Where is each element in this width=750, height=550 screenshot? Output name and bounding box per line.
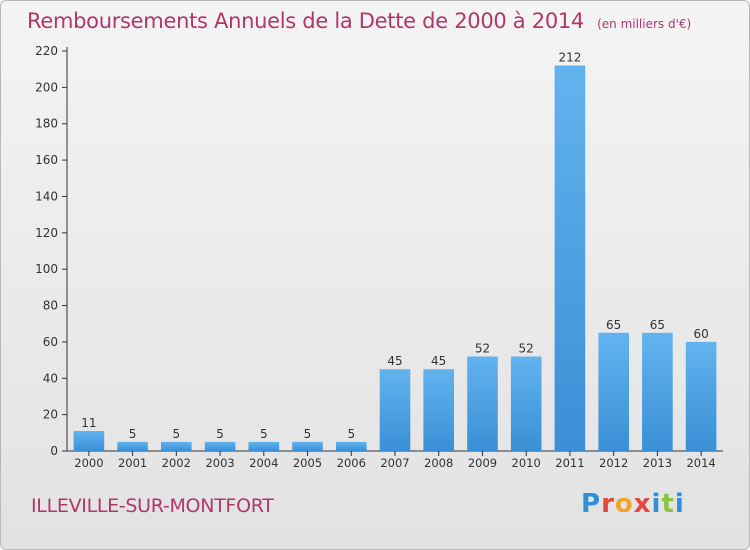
bar xyxy=(161,441,192,451)
x-tick-label: 2000 xyxy=(74,456,103,470)
x-tick-label: 2006 xyxy=(337,456,366,470)
bar xyxy=(336,441,367,451)
y-tick-label: 140 xyxy=(35,189,58,203)
bar xyxy=(379,369,411,451)
x-tick-label: 2004 xyxy=(249,456,278,470)
bar xyxy=(248,441,280,451)
bar xyxy=(554,65,586,451)
bar xyxy=(204,441,236,451)
y-tick-label: 200 xyxy=(35,80,58,94)
bar xyxy=(467,356,498,451)
y-tick-label: 220 xyxy=(35,44,58,58)
bar-value-label: 45 xyxy=(431,354,446,368)
bar-value-label: 5 xyxy=(260,427,268,441)
bar-value-label: 60 xyxy=(693,327,708,341)
logo-letter: P xyxy=(581,489,602,519)
chart-subtitle: (en milliers d'€) xyxy=(597,17,692,31)
y-tick-label: 80 xyxy=(43,299,58,313)
logo-letter: i xyxy=(674,489,685,519)
y-tick-label: 60 xyxy=(43,335,58,349)
y-tick-label: 160 xyxy=(35,153,58,167)
logo-letter: t xyxy=(661,489,675,519)
bar xyxy=(73,431,105,451)
x-tick-label: 2002 xyxy=(162,456,191,470)
bar xyxy=(510,356,542,451)
x-tick-label: 2010 xyxy=(512,456,541,470)
y-tick-label: 120 xyxy=(35,226,58,240)
bar-value-label: 52 xyxy=(519,342,534,356)
x-tick-label: 2001 xyxy=(118,456,147,470)
logo-letter: o xyxy=(614,489,634,519)
x-tick-label: 2008 xyxy=(424,456,453,470)
bar-value-label: 52 xyxy=(475,342,490,356)
x-tick-label: 2003 xyxy=(205,456,234,470)
x-tick-label: 2014 xyxy=(686,456,715,470)
bar xyxy=(292,441,323,451)
commune-name: ILLEVILLE-SUR-MONTFORT xyxy=(31,495,274,517)
bar-value-label: 5 xyxy=(216,427,224,441)
logo-letter: x xyxy=(633,489,652,519)
bar-value-label: 45 xyxy=(387,354,402,368)
bar-value-label: 11 xyxy=(81,416,96,430)
chart-title: Remboursements Annuels de la Dette de 20… xyxy=(27,9,584,33)
chart-title-row: Remboursements Annuels de la Dette de 20… xyxy=(27,9,691,33)
y-tick-label: 40 xyxy=(43,371,58,385)
x-tick-label: 2009 xyxy=(468,456,497,470)
bar-value-label: 5 xyxy=(172,427,180,441)
bar xyxy=(117,441,148,451)
x-tick-label: 2013 xyxy=(643,456,672,470)
bar-value-label: 65 xyxy=(650,318,665,332)
logo-letter: r xyxy=(601,489,615,519)
y-tick-label: 0 xyxy=(50,444,58,458)
bar-value-label: 5 xyxy=(304,427,312,441)
x-tick-label: 2005 xyxy=(293,456,322,470)
x-tick-label: 2012 xyxy=(599,456,628,470)
bar xyxy=(685,341,717,451)
y-tick-label: 20 xyxy=(43,408,58,422)
bar xyxy=(642,332,673,451)
bar xyxy=(598,332,629,451)
proxiti-logo[interactable]: Proxiti xyxy=(581,489,685,519)
y-tick-label: 180 xyxy=(35,117,58,131)
bar-value-label: 212 xyxy=(558,51,581,65)
bar-value-label: 65 xyxy=(606,318,621,332)
x-tick-label: 2007 xyxy=(380,456,409,470)
y-tick-label: 100 xyxy=(35,262,58,276)
bar-value-label: 5 xyxy=(129,427,137,441)
bar xyxy=(423,369,454,451)
x-tick-label: 2011 xyxy=(555,456,584,470)
bar-value-label: 5 xyxy=(347,427,355,441)
logo-letter: i xyxy=(651,489,662,519)
